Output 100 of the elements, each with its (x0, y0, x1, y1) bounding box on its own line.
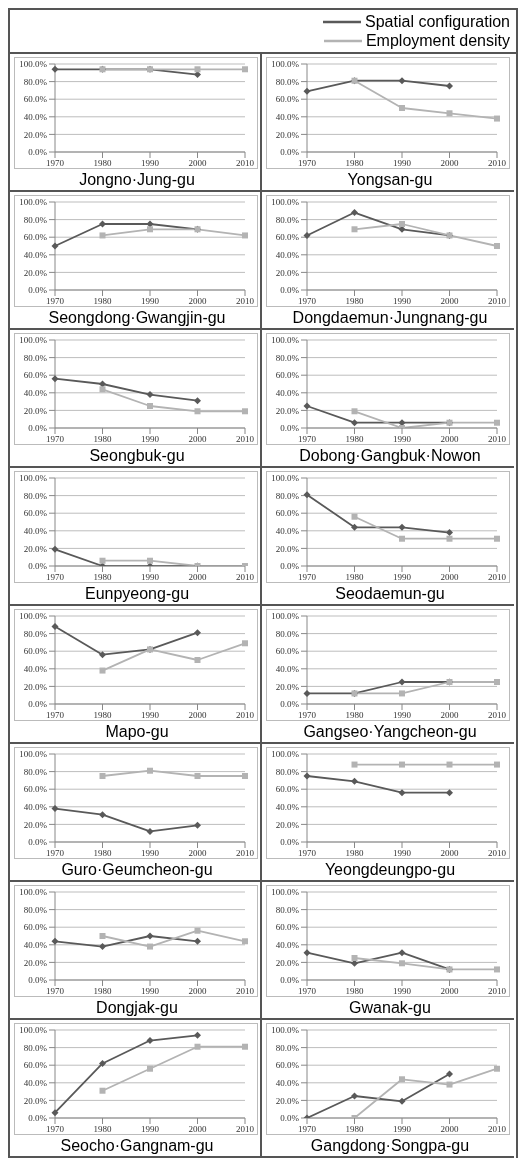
x-tick-label: 1970 (46, 434, 65, 445)
text: Jongno·Jung-gu (78, 170, 196, 189)
y-tick-label: 40.0% (23, 387, 48, 398)
legend-label: Employment density (365, 31, 510, 50)
text: Seocho·Gangnam-gu (59, 1136, 215, 1155)
y-tick-label: 40.0% (23, 663, 48, 674)
y-tick-label: 0.0% (28, 285, 48, 296)
y-tick-label: 40.0% (23, 249, 48, 260)
x-tick-label: 2010 (488, 434, 507, 445)
y-tick-label: 20.0% (275, 543, 300, 554)
y-tick-label: 80.0% (23, 76, 48, 87)
x-tick-label: 2000 (440, 434, 459, 445)
x-tick-label: 1970 (298, 434, 317, 445)
y-tick-label: 100.0% (19, 197, 48, 208)
x-tick-label: 1990 (393, 710, 412, 721)
y-tick-label: 100.0% (271, 473, 300, 484)
x-tick-label: 1980 (93, 710, 112, 721)
y-tick-label: 0.0% (280, 147, 300, 158)
y-tick-label: 60.0% (275, 232, 300, 243)
y-tick-label: 100.0% (19, 1025, 48, 1036)
y-tick-label: 20.0% (275, 405, 300, 416)
text: Guro·Geumcheon-gu (60, 860, 214, 879)
x-tick-label: 2000 (188, 848, 207, 859)
y-tick-label: 100.0% (271, 749, 300, 760)
y-tick-label: 20.0% (23, 681, 48, 692)
x-tick-label: 1980 (345, 572, 364, 583)
y-tick-label: 0.0% (28, 699, 48, 710)
x-tick-label: 1980 (345, 1124, 364, 1135)
text: Dobong·Gangbuk·Nowon (298, 446, 482, 465)
y-tick-label: 80.0% (23, 490, 48, 501)
y-tick-label: 0.0% (28, 561, 48, 572)
x-tick-label: 1980 (93, 986, 112, 997)
y-tick-label: 0.0% (280, 699, 300, 710)
y-tick-label: 40.0% (23, 801, 48, 812)
x-tick-label: 1980 (93, 296, 112, 307)
y-tick-label: 60.0% (23, 94, 48, 105)
y-tick-label: 100.0% (19, 335, 48, 346)
x-tick-label: 2010 (236, 848, 255, 859)
y-tick-label: 60.0% (275, 508, 300, 519)
x-tick-label: 2010 (488, 158, 507, 169)
x-tick-label: 1970 (46, 158, 65, 169)
x-tick-label: 1990 (393, 158, 412, 169)
x-tick-label: 1970 (298, 848, 317, 859)
y-tick-label: 40.0% (275, 663, 300, 674)
x-tick-label: 2000 (440, 158, 459, 169)
x-tick-label: 1990 (141, 1124, 160, 1135)
y-tick-label: 40.0% (275, 111, 300, 122)
y-tick-label: 60.0% (275, 370, 300, 381)
x-tick-label: 1980 (93, 434, 112, 445)
y-tick-label: 60.0% (275, 922, 300, 933)
y-tick-label: 40.0% (23, 111, 48, 122)
x-tick-label: 1990 (393, 848, 412, 859)
y-tick-label: 40.0% (275, 387, 300, 398)
y-tick-label: 80.0% (23, 766, 48, 777)
y-tick-label: 20.0% (275, 1095, 300, 1106)
y-tick-label: 80.0% (275, 1042, 300, 1053)
x-tick-label: 2010 (488, 848, 507, 859)
x-tick-label: 1980 (93, 572, 112, 583)
y-tick-label: 0.0% (280, 1113, 300, 1124)
text: Gwanak-gu (348, 998, 432, 1017)
text: Seodaemun-gu (334, 584, 446, 603)
x-tick-label: 1980 (93, 848, 112, 859)
y-tick-label: 40.0% (275, 249, 300, 260)
text: Mapo-gu (104, 722, 170, 741)
x-tick-label: 2010 (236, 572, 255, 583)
y-tick-label: 0.0% (280, 285, 300, 296)
y-tick-label: 100.0% (19, 749, 48, 760)
x-tick-label: 1970 (298, 986, 317, 997)
y-tick-label: 0.0% (28, 147, 48, 158)
y-tick-label: 20.0% (275, 267, 300, 278)
x-tick-label: 2010 (488, 1124, 507, 1135)
y-tick-label: 20.0% (23, 1095, 48, 1106)
y-tick-label: 40.0% (23, 1077, 48, 1088)
x-tick-label: 2010 (236, 710, 255, 721)
x-tick-label: 1990 (393, 986, 412, 997)
x-tick-label: 1990 (141, 710, 160, 721)
x-tick-label: 1990 (141, 296, 160, 307)
x-tick-label: 1990 (141, 434, 160, 445)
y-tick-label: 20.0% (275, 957, 300, 968)
y-tick-label: 100.0% (271, 335, 300, 346)
x-tick-label: 1980 (345, 434, 364, 445)
x-tick-label: 1970 (46, 1124, 65, 1135)
x-tick-label: 1970 (298, 158, 317, 169)
x-tick-label: 2000 (188, 1124, 207, 1135)
y-tick-label: 40.0% (23, 939, 48, 950)
x-tick-label: 2010 (488, 710, 507, 721)
text: Dongdaemun·Jungnang-gu (291, 308, 489, 327)
x-tick-label: 2000 (188, 572, 207, 583)
y-tick-label: 80.0% (275, 352, 300, 363)
x-tick-label: 2000 (440, 986, 459, 997)
x-tick-label: 2010 (236, 434, 255, 445)
x-tick-label: 2000 (440, 572, 459, 583)
y-tick-label: 80.0% (23, 1042, 48, 1053)
x-tick-label: 2010 (488, 572, 507, 583)
x-tick-label: 1970 (46, 848, 65, 859)
y-tick-label: 80.0% (275, 766, 300, 777)
x-tick-label: 1990 (141, 986, 160, 997)
x-tick-label: 1980 (345, 986, 364, 997)
y-tick-label: 100.0% (19, 887, 48, 898)
x-tick-label: 1980 (93, 1124, 112, 1135)
